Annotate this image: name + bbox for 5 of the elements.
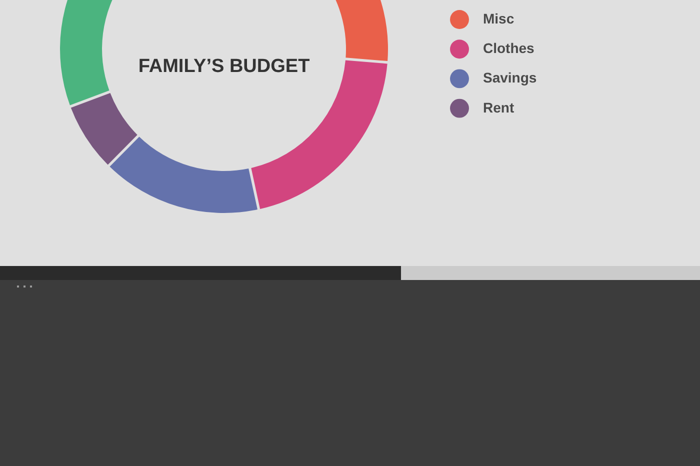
legend-label: Savings [483, 70, 537, 86]
legend-label: Misc [483, 10, 514, 26]
legend-label: Rent [483, 99, 514, 116]
legend-label: Clothes [483, 40, 535, 56]
text: FAMILY’S BUDGET [138, 56, 310, 77]
